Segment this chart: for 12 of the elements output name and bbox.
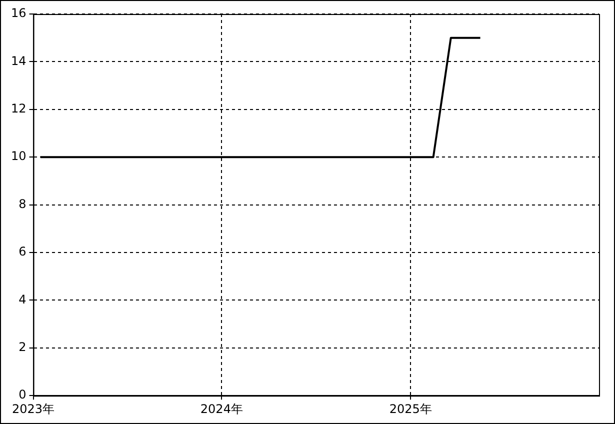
y-tick-label: 12	[10, 102, 26, 116]
x-tick-label: 2023年	[12, 402, 55, 416]
x-tick-label: 2024年	[200, 402, 243, 416]
y-tick-label: 0	[18, 388, 26, 402]
y-tick-label: 10	[10, 149, 26, 164]
y-tick-label: 14	[10, 54, 26, 68]
y-tick-label: 6	[18, 244, 26, 259]
y-tick-label: 8	[18, 196, 26, 211]
y-tick-label: 16	[10, 6, 26, 20]
y-tick-label: 4	[18, 292, 26, 306]
y-tick-label: 2	[18, 340, 26, 354]
x-tick-label: 2025年	[389, 402, 432, 416]
